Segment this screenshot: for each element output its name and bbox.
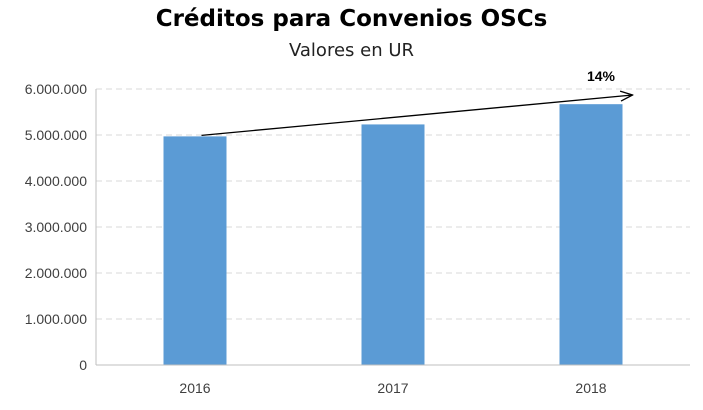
x-tick-label: 2018 [575,380,606,396]
y-tick-label: 6.000.000 [25,81,87,97]
x-tick-label: 2017 [377,380,408,396]
bar-2016 [163,136,227,365]
x-tick-label: 2016 [179,380,210,396]
chart-title: Créditos para Convenios OSCs [155,6,548,32]
bar-2018 [559,104,623,366]
growth-arrow [201,95,633,137]
y-tick-label: 2.000.000 [25,265,87,281]
y-tick-label: 0 [79,357,87,373]
y-tick-label: 1.000.000 [25,311,87,327]
chart-subtitle: Valores en UR [288,40,415,61]
y-tick-label: 4.000.000 [25,173,87,189]
growth-label: 14% [587,68,616,84]
y-tick-label: 3.000.000 [25,219,87,235]
bar-2017 [361,124,425,365]
y-tick-label: 5.000.000 [25,127,87,143]
